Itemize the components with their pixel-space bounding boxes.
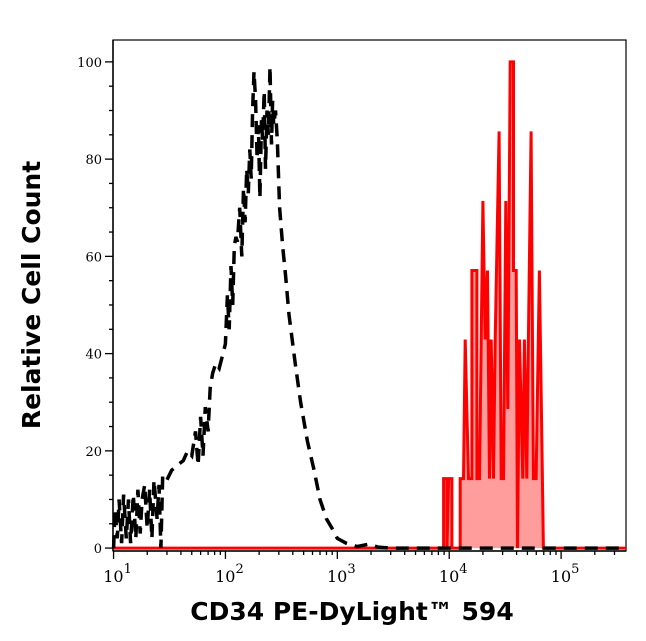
x-tick-label: 102: [215, 562, 244, 586]
x-tick-label: 101: [103, 562, 132, 586]
plot-frame: [112, 39, 627, 552]
y-tick-label: 40: [85, 348, 102, 363]
x-tick-exponent: 1: [124, 562, 132, 577]
x-tick-base: 10: [439, 567, 459, 586]
series-line-0: [111, 66, 626, 550]
x-tick-base: 10: [215, 567, 235, 586]
x-tick-label: 103: [327, 562, 356, 586]
series-line-1: [113, 60, 626, 550]
x-tick-base: 10: [551, 567, 571, 586]
x-tick-label: 105: [551, 562, 580, 586]
x-tick-exponent: 5: [571, 562, 579, 577]
y-tick-label: 100: [77, 56, 102, 71]
x-axis-title: CD34 PE-DyLight™ 594: [190, 597, 513, 626]
x-tick-exponent: 2: [235, 562, 243, 577]
x-tick-base: 10: [327, 567, 347, 586]
y-tick-label: 60: [85, 250, 102, 265]
x-tick-base: 10: [103, 567, 123, 586]
x-tick-label: 104: [439, 562, 468, 586]
y-tick-label: 80: [85, 153, 102, 168]
series-layer: [111, 60, 626, 550]
y-tick-label: 20: [85, 445, 102, 460]
x-tick-exponent: 4: [459, 562, 467, 577]
series-fill-1: [113, 61, 626, 549]
y-tick-label: 0: [94, 542, 102, 557]
y-axis-title: Relative Cell Count: [17, 161, 46, 429]
x-tick-exponent: 3: [347, 562, 355, 577]
